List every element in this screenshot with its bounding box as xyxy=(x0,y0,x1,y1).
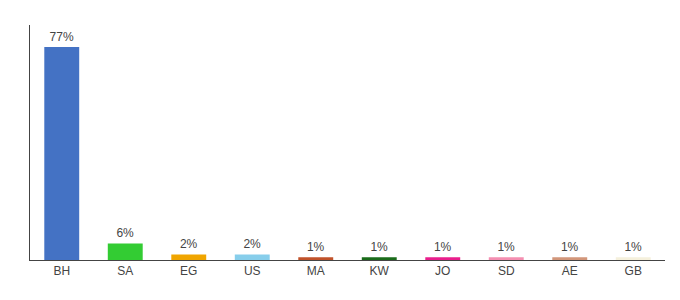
svg-text:77%: 77% xyxy=(50,30,74,44)
svg-text:SD: SD xyxy=(498,264,515,278)
svg-text:2%: 2% xyxy=(180,237,198,251)
svg-text:1%: 1% xyxy=(624,240,642,254)
svg-text:SA: SA xyxy=(117,264,133,278)
svg-text:1%: 1% xyxy=(561,240,579,254)
svg-text:KW: KW xyxy=(370,264,390,278)
svg-text:6%: 6% xyxy=(116,226,134,240)
svg-text:MA: MA xyxy=(307,264,325,278)
svg-text:1%: 1% xyxy=(370,240,388,254)
svg-text:JO: JO xyxy=(435,264,450,278)
svg-text:1%: 1% xyxy=(497,240,515,254)
svg-text:EG: EG xyxy=(180,264,197,278)
svg-text:GB: GB xyxy=(625,264,642,278)
svg-text:AE: AE xyxy=(562,264,578,278)
svg-text:1%: 1% xyxy=(434,240,452,254)
svg-text:1%: 1% xyxy=(307,240,325,254)
svg-text:2%: 2% xyxy=(243,237,261,251)
svg-text:BH: BH xyxy=(53,264,70,278)
svg-text:US: US xyxy=(244,264,261,278)
